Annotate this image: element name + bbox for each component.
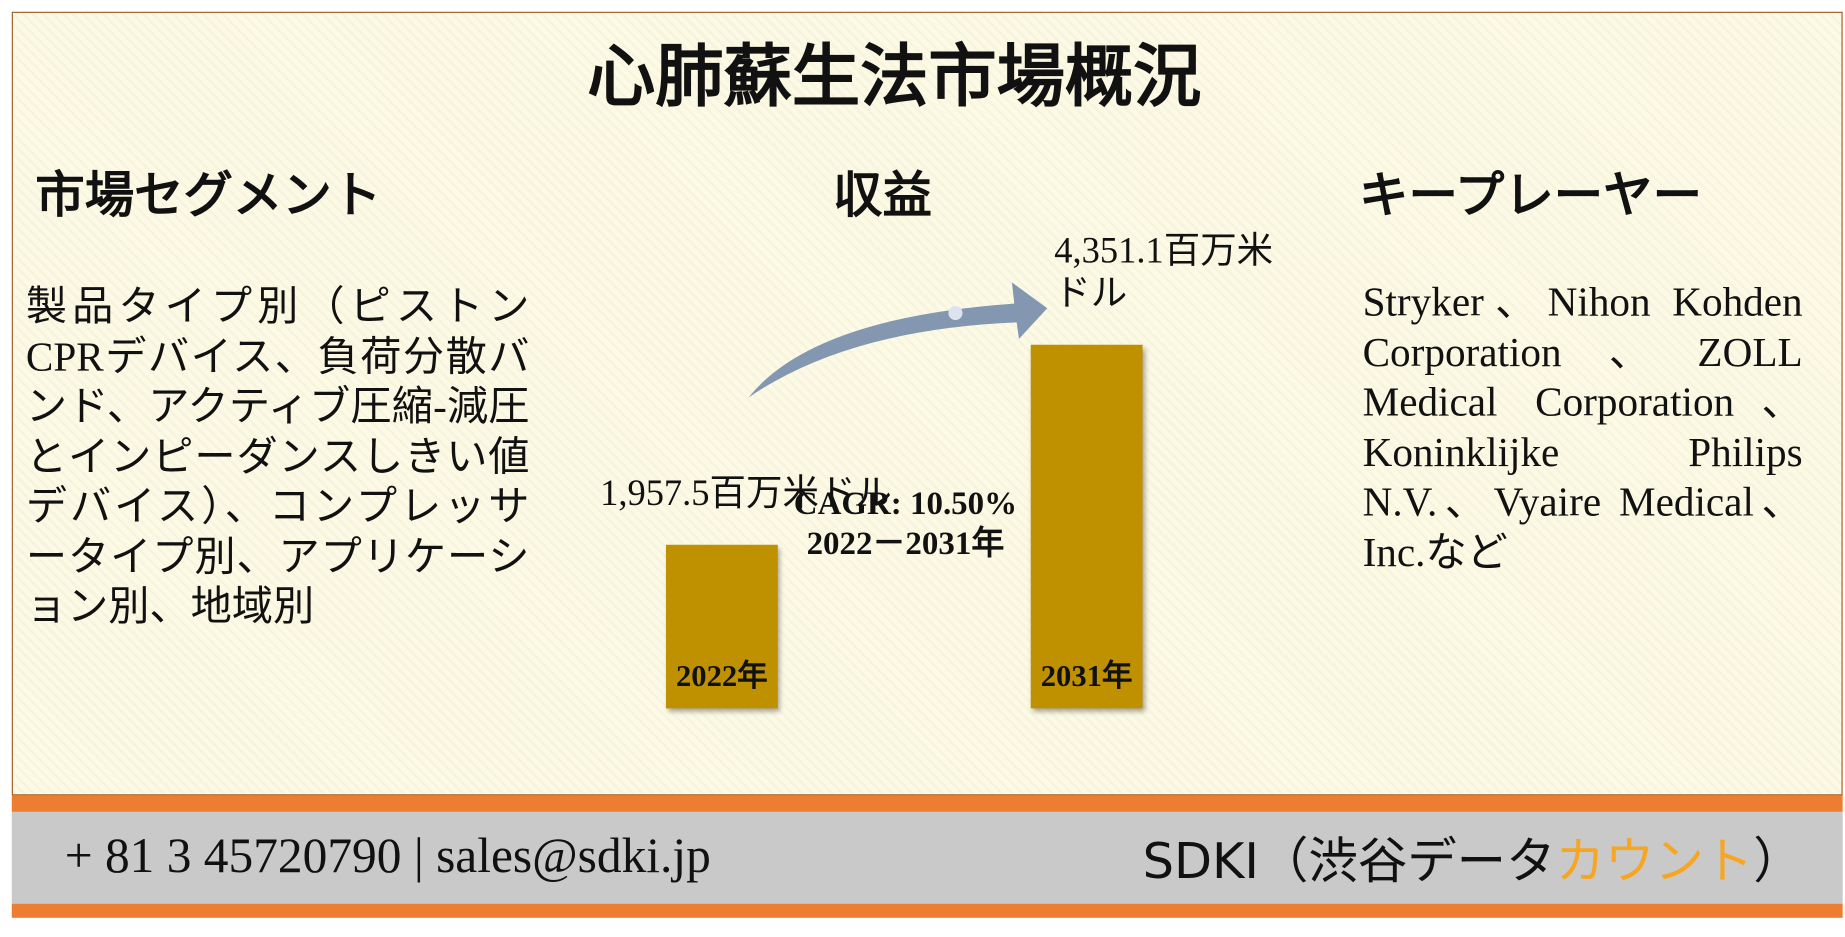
panel — [11, 11, 1843, 796]
arrow-dot — [948, 305, 963, 321]
players-text: Stryker、Nihon Kohden Corporation、ZOLL Me… — [1362, 278, 1803, 575]
bar-label: 2031年 — [1040, 658, 1133, 694]
value-label: 1,957.5百万米ドル — [600, 471, 892, 514]
brand-text: ） — [1753, 831, 1803, 890]
footer-stripe — [11, 903, 1843, 918]
cagr-box: CAGR: 10.50% 2022－2031年 — [791, 485, 1020, 565]
footer-stripe — [11, 795, 1843, 812]
period: 2022－2031年 — [806, 525, 1005, 563]
brand-highlight: カウント — [1555, 831, 1754, 890]
brand-text: SDKI（渋谷データ — [1142, 831, 1556, 890]
contact: + 81 3 45720790 | sales@sdki.jp — [64, 829, 711, 884]
cagr: CAGR: 10.50% — [793, 485, 1018, 523]
players-heading: キープレーヤー — [1359, 169, 1703, 224]
bar — [1030, 344, 1143, 709]
bar — [665, 544, 778, 709]
footer-bar — [11, 811, 1843, 904]
bar-label: 2022年 — [675, 658, 768, 694]
title: 心肺蘇生法市場概況 — [587, 38, 1202, 116]
arrow — [748, 282, 1048, 398]
segment-text: 製品タイプ別（ピストンCPRデバイス、負荷分散バンド、アクティブ圧縮-減圧とイン… — [25, 283, 530, 630]
revenue-heading: 収益 — [833, 169, 932, 224]
value-label: 4,351.1百万米ドル — [1054, 229, 1274, 313]
growth-arrow — [748, 282, 1048, 398]
brand: SDKI（渋谷データカウント） — [1143, 821, 1803, 893]
segment-heading: 市場セグメント — [35, 169, 382, 224]
